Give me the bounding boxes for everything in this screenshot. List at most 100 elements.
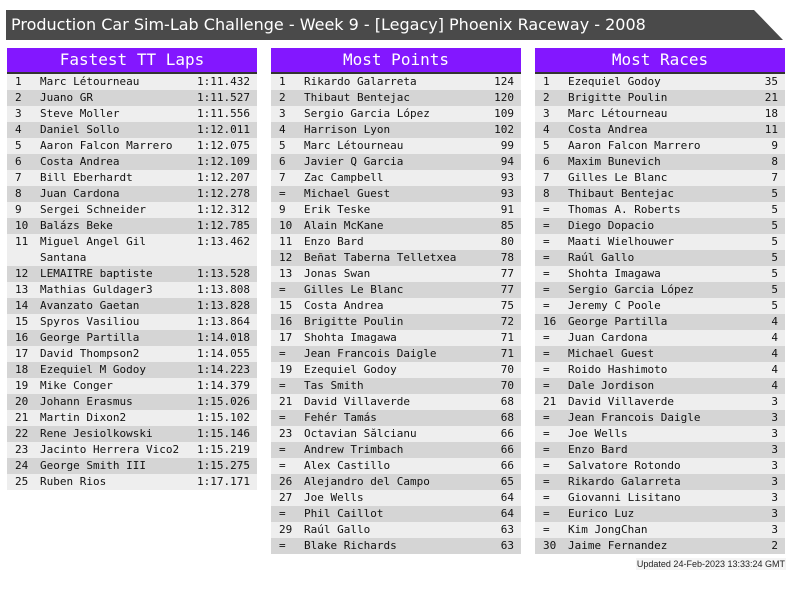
most-races-table: 1 Ezequiel Godoy 35 2 Brigitte Poulin 21 3 Marc… [535, 74, 785, 554]
table-row: 4 Harrison Lyon 102 [271, 122, 521, 138]
driver-name-cell: Shohta Imagawa [304, 331, 397, 344]
table-row: = Eurico Luz 3 [535, 506, 785, 522]
value-cell: 1:17.171 [197, 475, 250, 488]
driver-name-cell: Tas Smith [304, 379, 364, 392]
rank-cell: 4 [279, 123, 286, 136]
table-row: 7 Zac Campbell 93 [271, 170, 521, 186]
value-cell: 63 [500, 523, 514, 536]
value-cell: 5 [771, 251, 778, 264]
rank-cell: 24 [15, 459, 29, 472]
value-cell: 77 [500, 283, 514, 296]
driver-name-cell: Erik Teske [304, 203, 371, 216]
table-row: = Tas Smith 70 [271, 378, 521, 394]
table-row: 27 Joe Wells 64 [271, 490, 521, 506]
rank-cell: 23 [15, 443, 29, 456]
driver-name-cell: Giovanni Lisitano [568, 491, 681, 504]
rank-cell: = [279, 459, 286, 472]
driver-name-cell: Roido Hashimoto [568, 363, 668, 376]
table-row: = Rikardo Galarreta 3 [535, 474, 785, 490]
value-cell: 7 [771, 171, 778, 184]
table-row: 15 Spyros Vasiliou 1:13.864 [7, 314, 257, 330]
table-row: 19 Ezequiel Godoy 70 [271, 362, 521, 378]
rank-cell: = [543, 283, 550, 296]
table-row: 1 Marc Létourneau 1:11.432 [7, 74, 257, 90]
rank-cell: 21 [543, 395, 557, 408]
value-cell: 70 [500, 379, 514, 392]
value-cell: 75 [500, 299, 514, 312]
rank-cell: = [543, 267, 550, 280]
driver-name-cell: George Smith III [40, 459, 146, 472]
value-cell: 1:11.556 [197, 107, 250, 120]
driver-name-cell: Brigitte Poulin [304, 315, 404, 328]
rank-cell: = [543, 235, 550, 248]
table-row: = Thomas A. Roberts 5 [535, 202, 785, 218]
table-row: = Diego Dopacio 5 [535, 218, 785, 234]
table-row: 2 Juano GR 1:11.527 [7, 90, 257, 106]
most-races-panel: Most Races 1 Ezequiel Godoy 35 2 Brigitte Po… [535, 48, 785, 554]
rank-cell: 2 [15, 91, 22, 104]
driver-name-cell: Eurico Luz [568, 507, 635, 520]
value-cell: 21 [764, 91, 778, 104]
value-cell: 80 [500, 235, 514, 248]
table-row: 4 Costa Andrea 11 [535, 122, 785, 138]
value-cell: 4 [771, 379, 778, 392]
value-cell: 5 [771, 299, 778, 312]
driver-name-cell: Gilles Le Blanc [304, 283, 404, 296]
table-row: 21 David Villaverde 68 [271, 394, 521, 410]
value-cell: 93 [500, 171, 514, 184]
value-cell: 1:14.223 [197, 363, 250, 376]
table-row: 30 Jaime Fernandez 2 [535, 538, 785, 554]
value-cell: 1:11.432 [197, 75, 250, 88]
rank-cell: 9 [279, 203, 286, 216]
rank-cell: 19 [279, 363, 293, 376]
driver-name-cell: Costa Andrea [568, 123, 648, 136]
value-cell: 85 [500, 219, 514, 232]
value-cell: 93 [500, 187, 514, 200]
rank-cell: 13 [279, 267, 293, 280]
value-cell: 5 [771, 219, 778, 232]
rank-cell: 3 [279, 107, 286, 120]
value-cell: 3 [771, 427, 778, 440]
table-row: = Shohta Imagawa 5 [535, 266, 785, 282]
value-cell: 102 [494, 123, 514, 136]
table-row: = Juan Cardona 4 [535, 330, 785, 346]
table-row: 11 Enzo Bard 80 [271, 234, 521, 250]
table-row: 13 Mathias Guldager3 1:13.808 [7, 282, 257, 298]
table-row: 29 Raúl Gallo 63 [271, 522, 521, 538]
rank-cell: 21 [279, 395, 293, 408]
value-cell: 1:13.828 [197, 299, 250, 312]
driver-name-cell: David Villaverde [304, 395, 410, 408]
value-cell: 1:12.011 [197, 123, 250, 136]
rank-cell: = [543, 443, 550, 456]
value-cell: 1:11.527 [197, 91, 250, 104]
table-row: = Salvatore Rotondo 3 [535, 458, 785, 474]
driver-name-cell: Maati Wielhouwer [568, 235, 674, 248]
rank-cell: = [543, 507, 550, 520]
most-points-table: 1 Rikardo Galarreta 124 2 Thibaut Bentejac 12… [271, 74, 521, 554]
driver-name-cell: Sergio Garcia López [568, 283, 694, 296]
driver-name-cell: Michael Guest [304, 187, 391, 200]
rank-cell: 2 [279, 91, 286, 104]
driver-name-cell: Enzo Bard [304, 235, 364, 248]
table-row: 4 Daniel Sollo 1:12.011 [7, 122, 257, 138]
driver-name-cell: Sergei Schneider [40, 203, 146, 216]
driver-name-cell: Phil Caillot [304, 507, 384, 520]
value-cell: 1:13.864 [197, 315, 250, 328]
value-cell: 9 [771, 139, 778, 152]
value-cell: 68 [500, 395, 514, 408]
driver-name-cell: Steve Moller [40, 107, 120, 120]
rank-cell: 23 [279, 427, 293, 440]
value-cell: 3 [771, 475, 778, 488]
value-cell: 3 [771, 491, 778, 504]
table-row: = Giovanni Lisitano 3 [535, 490, 785, 506]
value-cell: 1:14.018 [197, 331, 250, 344]
driver-name-cell: Enzo Bard [568, 443, 628, 456]
rank-cell: 7 [15, 171, 22, 184]
table-row: 25 Ruben Rios 1:17.171 [7, 474, 257, 490]
rank-cell: = [543, 491, 550, 504]
driver-name-cell: Raúl Gallo [304, 523, 371, 536]
value-cell: 71 [500, 347, 514, 360]
table-row: 17 Shohta Imagawa 71 [271, 330, 521, 346]
table-row: 22 Rene Jesiolkowski 1:15.146 [7, 426, 257, 442]
driver-name-cell: Rikardo Galarreta [568, 475, 681, 488]
